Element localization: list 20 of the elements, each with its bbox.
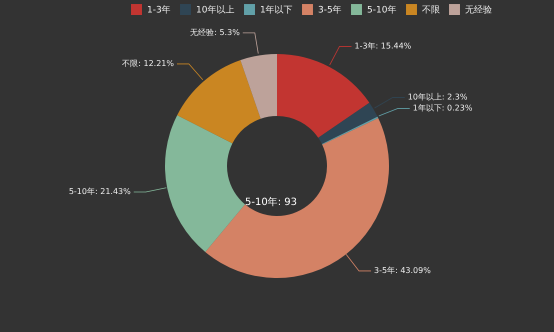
donut-slice (322, 116, 378, 145)
legend-label: 无经验 (465, 4, 492, 16)
donut-slice (177, 60, 261, 144)
donut-slice (205, 118, 389, 278)
category-label: 3-5年: 43.09% (374, 266, 431, 275)
legend-label: 1年以下 (260, 4, 293, 16)
legend-label: 3-5年 (318, 4, 342, 16)
legend-label: 5-10年 (367, 4, 396, 16)
category-label: 5-10年: 21.43% (68, 186, 131, 196)
category-label: 无经验: 5.3% (190, 28, 240, 37)
category-label: 不限: 12.21% (122, 58, 174, 68)
category-label: 1-3年: 15.44% (354, 41, 412, 50)
category-label: 10年以上: 2.3% (408, 92, 468, 102)
category-label: 1年以下: 0.23% (412, 103, 472, 112)
donut-slice (240, 54, 277, 119)
legend-label: 10年以上 (196, 4, 234, 16)
legend-label: 不限 (422, 6, 440, 16)
legend-label: 1-3年 (147, 4, 171, 16)
donut-slice (277, 54, 370, 138)
text: 5-10年: 93 (245, 196, 297, 208)
